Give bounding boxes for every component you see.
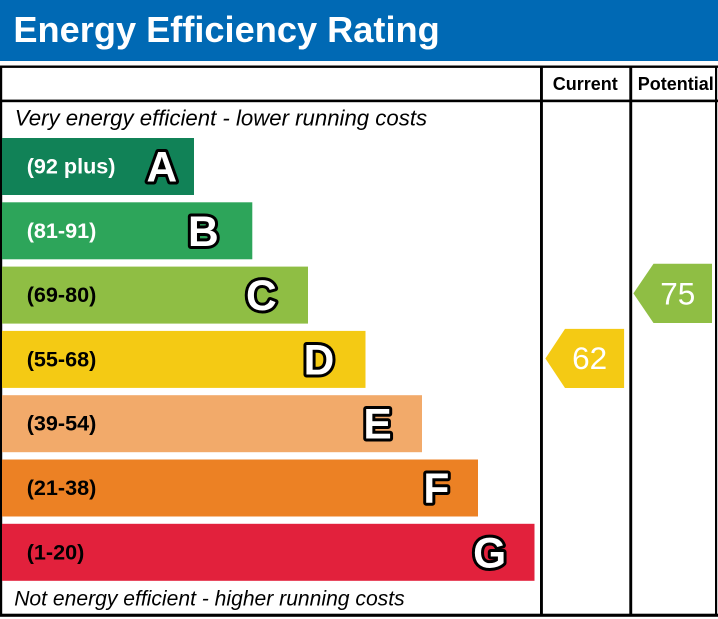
svg-text:(1-20): (1-20) xyxy=(27,539,85,564)
svg-text:Current: Current xyxy=(553,74,618,94)
svg-text:F: F xyxy=(423,466,449,513)
svg-text:(39-54): (39-54) xyxy=(27,411,97,436)
svg-text:75: 75 xyxy=(660,276,695,312)
svg-text:(69-80): (69-80) xyxy=(27,282,97,307)
svg-text:Not energy efficient - higher: Not energy efficient - higher running co… xyxy=(14,588,405,611)
svg-text:C: C xyxy=(246,273,277,320)
svg-text:(81-91): (81-91) xyxy=(27,218,97,243)
svg-text:(55-68): (55-68) xyxy=(27,346,97,371)
svg-text:E: E xyxy=(363,402,391,449)
svg-text:Very energy efficient - lower: Very energy efficient - lower running co… xyxy=(15,105,427,130)
svg-text:(21-38): (21-38) xyxy=(27,475,97,500)
svg-text:A: A xyxy=(146,145,177,192)
svg-text:G: G xyxy=(473,530,506,577)
svg-text:Energy Efficiency Rating: Energy Efficiency Rating xyxy=(13,9,439,50)
svg-text:62: 62 xyxy=(572,340,607,376)
svg-text:(92 plus): (92 plus) xyxy=(27,154,116,179)
svg-text:D: D xyxy=(304,337,335,384)
svg-text:B: B xyxy=(188,209,219,256)
svg-text:Potential: Potential xyxy=(638,74,714,94)
